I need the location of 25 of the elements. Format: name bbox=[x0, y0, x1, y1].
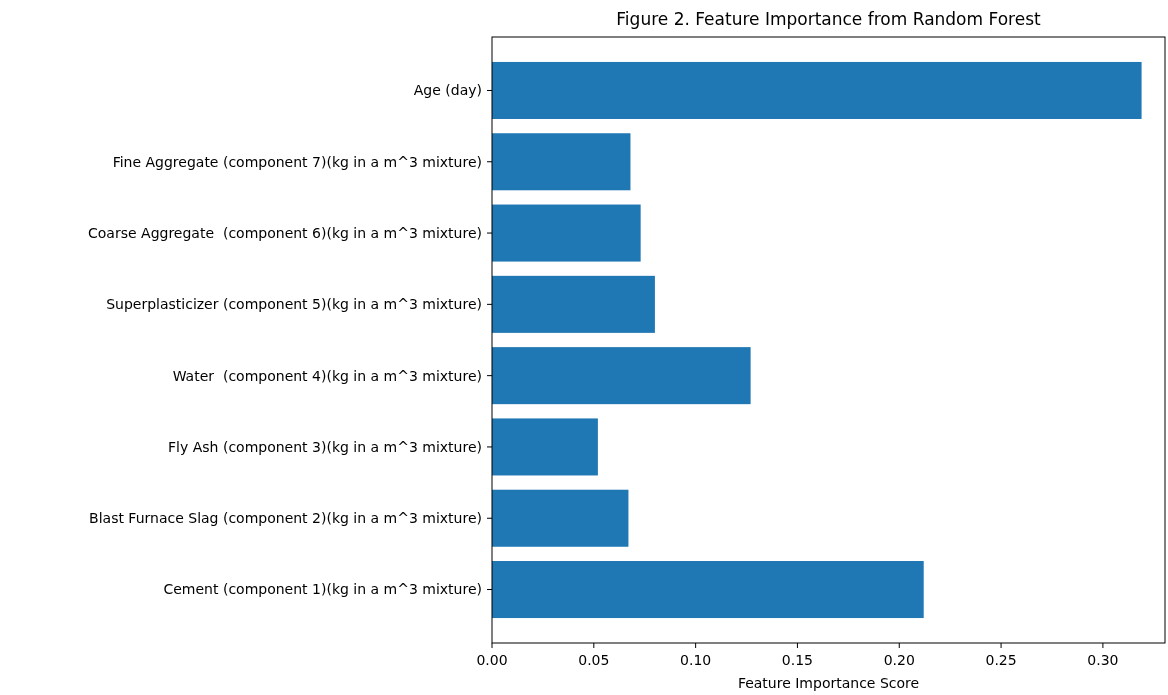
x-tick-label: 0.10 bbox=[680, 652, 712, 668]
y-tick-label: Blast Furnace Slag (component 2)(kg in a m^3 mixture) bbox=[89, 510, 482, 527]
y-tick-label: Age (day) bbox=[413, 82, 482, 99]
bar bbox=[492, 275, 655, 333]
chart-title: Figure 2. Feature Importance from Random Forest bbox=[616, 9, 1041, 29]
x-tick-label: 0.15 bbox=[781, 652, 814, 668]
x-tick-label: 0.25 bbox=[985, 652, 1017, 668]
y-tick-label: Superplasticizer (component 5)(kg in a m^3 mixture) bbox=[106, 296, 482, 313]
bar bbox=[492, 61, 1142, 119]
y-tick-label: Water (component 4)(kg in a m^3 mixture) bbox=[172, 367, 482, 384]
y-tick-label: Coarse Aggregate (component 6)(kg in a m^3 mixture) bbox=[88, 224, 482, 241]
bar bbox=[492, 133, 631, 191]
x-tick-label: 0.20 bbox=[883, 652, 915, 668]
bar bbox=[492, 489, 629, 547]
x-tick-label: 0.05 bbox=[578, 652, 610, 668]
x-tick-label: 0.00 bbox=[476, 652, 508, 668]
bar bbox=[492, 561, 924, 619]
y-tick-label: Fly Ash (component 3)(kg in a m^3 mixture) bbox=[168, 438, 482, 455]
bar bbox=[492, 204, 641, 262]
bar bbox=[492, 418, 598, 476]
y-tick-label: Cement (component 1)(kg in a m^3 mixture) bbox=[163, 581, 482, 598]
x-tick-label: 0.30 bbox=[1087, 652, 1119, 668]
bar bbox=[492, 347, 751, 405]
y-tick-label: Fine Aggregate (component 7)(kg in a m^3 mixture) bbox=[112, 153, 482, 170]
x-axis-title: Feature Importance Score bbox=[737, 675, 920, 691]
